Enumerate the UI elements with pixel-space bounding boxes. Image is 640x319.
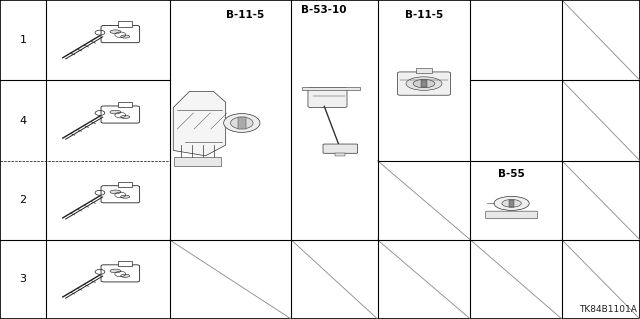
Bar bbox=[509, 199, 514, 207]
Ellipse shape bbox=[110, 269, 121, 273]
FancyBboxPatch shape bbox=[101, 265, 140, 282]
Text: TK84B1101A: TK84B1101A bbox=[579, 305, 637, 314]
Bar bbox=[417, 69, 432, 73]
Text: B-11-5: B-11-5 bbox=[405, 11, 443, 20]
FancyBboxPatch shape bbox=[397, 72, 451, 95]
FancyBboxPatch shape bbox=[486, 211, 538, 219]
Ellipse shape bbox=[230, 117, 253, 129]
Ellipse shape bbox=[406, 77, 442, 90]
Ellipse shape bbox=[120, 274, 130, 277]
Text: B-11-5: B-11-5 bbox=[226, 11, 264, 20]
Text: B-55: B-55 bbox=[498, 169, 525, 179]
Bar bbox=[118, 261, 132, 266]
Text: 4: 4 bbox=[19, 115, 27, 126]
Bar bbox=[118, 102, 132, 107]
Ellipse shape bbox=[110, 110, 121, 114]
FancyBboxPatch shape bbox=[101, 186, 140, 203]
Text: 1: 1 bbox=[20, 35, 26, 45]
FancyBboxPatch shape bbox=[101, 106, 140, 123]
Text: B-53-10: B-53-10 bbox=[301, 5, 347, 15]
Bar bbox=[174, 158, 221, 166]
Text: 2: 2 bbox=[19, 195, 27, 205]
Ellipse shape bbox=[502, 199, 521, 207]
Bar bbox=[335, 152, 346, 156]
Polygon shape bbox=[173, 92, 226, 156]
Ellipse shape bbox=[110, 190, 121, 194]
Text: 3: 3 bbox=[20, 274, 26, 285]
Bar bbox=[422, 80, 427, 87]
Ellipse shape bbox=[110, 30, 121, 33]
Ellipse shape bbox=[413, 79, 435, 88]
Ellipse shape bbox=[494, 196, 529, 211]
FancyBboxPatch shape bbox=[323, 144, 358, 153]
Bar bbox=[301, 87, 360, 91]
Bar bbox=[118, 21, 132, 27]
FancyBboxPatch shape bbox=[308, 88, 347, 107]
Ellipse shape bbox=[120, 195, 130, 198]
Ellipse shape bbox=[120, 115, 130, 118]
Ellipse shape bbox=[223, 114, 260, 132]
Bar bbox=[118, 182, 132, 187]
Ellipse shape bbox=[120, 35, 130, 38]
FancyBboxPatch shape bbox=[101, 26, 140, 43]
Bar bbox=[238, 117, 246, 129]
